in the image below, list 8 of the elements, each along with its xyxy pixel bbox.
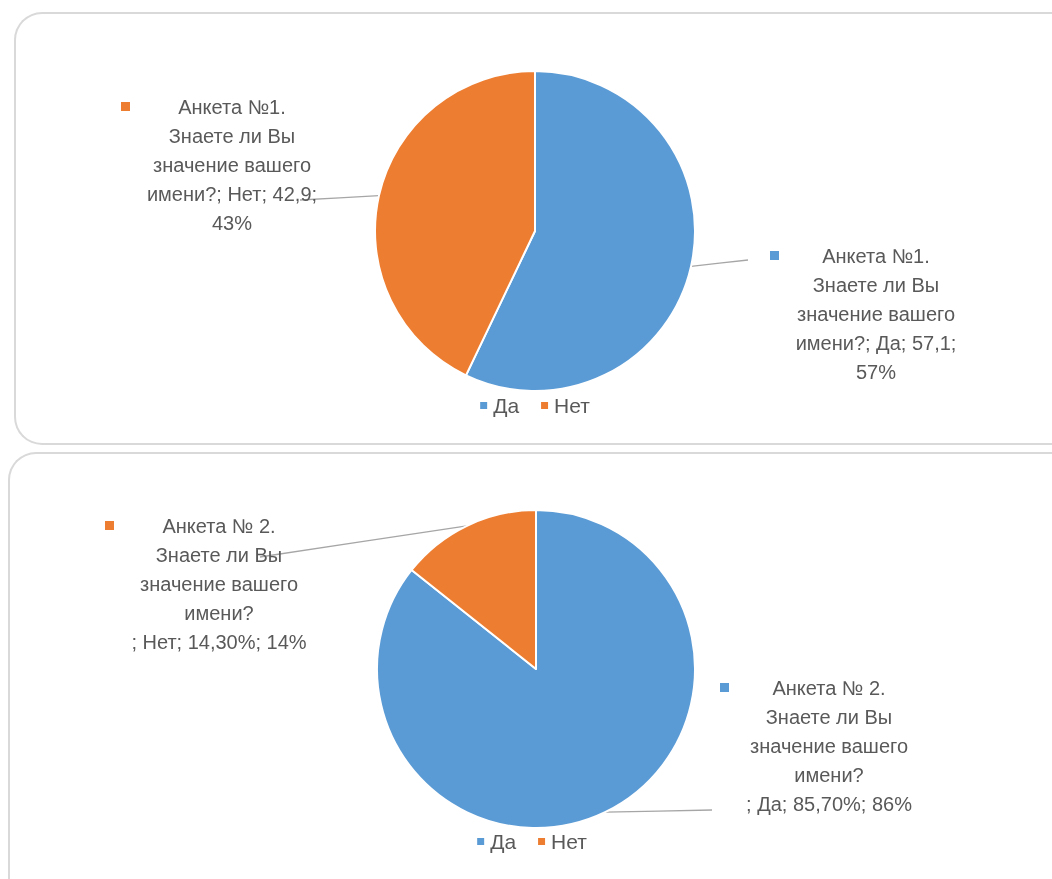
data-label: Анкета №1. Знаете ли Вы значение вашего имени?; Нет; 42,9; 43% [146, 95, 318, 234]
legend-label: Да [490, 830, 517, 853]
legend-label: Нет [551, 830, 588, 853]
data-label: Анкета №1. Знаете ли Вы значение вашего имени?; Да; 57,1; 57% [795, 244, 957, 383]
legend-label: Да [493, 394, 520, 417]
data-label: Анкета № 2. Знаете ли Вы значение вашего имени? ; Нет; 14,30%; 14% [131, 514, 307, 653]
legend-label: Нет [554, 394, 591, 417]
data-label: Анкета № 2. Знаете ли Вы значение вашего имени? ; Да; 85,70%; 86% [746, 676, 913, 815]
